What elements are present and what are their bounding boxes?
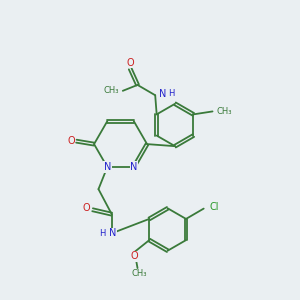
Text: O: O — [131, 251, 138, 261]
Text: H: H — [99, 229, 106, 238]
Text: N: N — [103, 162, 111, 172]
Text: N: N — [159, 89, 166, 99]
Text: O: O — [83, 203, 91, 213]
Text: O: O — [126, 58, 134, 68]
Text: CH₃: CH₃ — [217, 107, 232, 116]
Text: N: N — [130, 162, 137, 172]
Text: CH₃: CH₃ — [131, 269, 147, 278]
Text: O: O — [67, 136, 75, 146]
Text: H: H — [168, 89, 175, 98]
Text: N: N — [109, 228, 116, 238]
Text: CH₃: CH₃ — [104, 86, 119, 95]
Text: Cl: Cl — [209, 202, 219, 212]
